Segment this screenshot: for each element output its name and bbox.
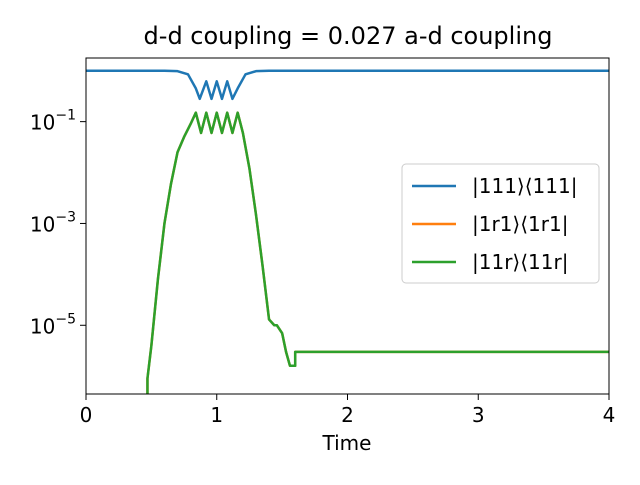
- chart-title: d-d coupling = 0.027 a-d coupling: [144, 22, 553, 50]
- legend-label-0: |111⟩⟨111|: [472, 174, 577, 198]
- series-line-2: [146, 111, 609, 394]
- x-tick-label: 1: [210, 403, 223, 427]
- x-tick-label: 4: [603, 403, 616, 427]
- legend-label-1: |1r1⟩⟨1r1|: [472, 212, 568, 236]
- y-axis: 10−1 10−3 10−5: [30, 108, 86, 338]
- series-layer: [86, 69, 609, 394]
- x-tick-label: 2: [341, 403, 354, 427]
- y-tick-label: 10−1: [30, 108, 76, 135]
- x-tick-label: 3: [472, 403, 485, 427]
- x-tick-label: 0: [80, 403, 93, 427]
- y-tick-label: 10−3: [30, 209, 76, 236]
- x-axis: 0 1 2 3 4: [80, 394, 616, 427]
- series-line-0: [86, 69, 609, 101]
- legend: |111⟩⟨111| |1r1⟩⟨1r1| |11r⟩⟨11r|: [401, 163, 600, 284]
- x-axis-label: Time: [322, 431, 372, 455]
- legend-box: [401, 163, 600, 284]
- legend-label-2: |11r⟩⟨11r|: [472, 250, 568, 274]
- y-tick-label: 10−5: [30, 311, 76, 338]
